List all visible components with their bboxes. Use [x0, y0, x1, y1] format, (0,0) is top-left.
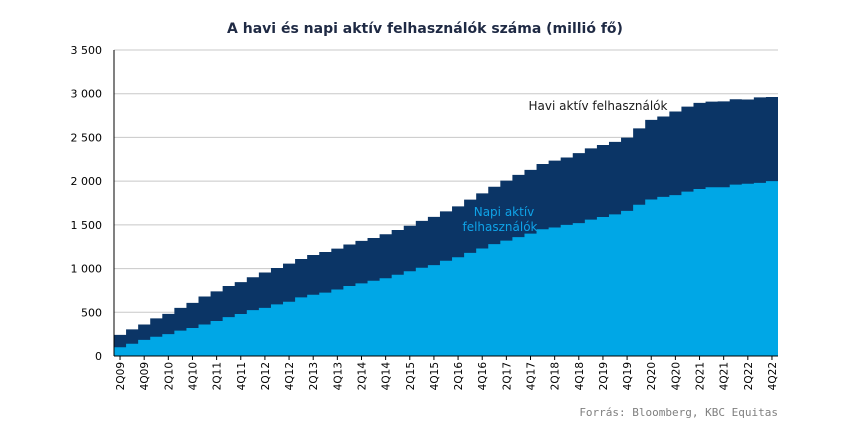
x-tick-label: 4Q17	[526, 362, 538, 390]
dau-area	[114, 181, 778, 356]
x-tick-label: 2Q16	[453, 362, 465, 391]
x-tick-label: 4Q18	[574, 362, 586, 390]
x-tick-label: 4Q20	[670, 362, 682, 390]
y-tick-label: 2 000	[71, 175, 103, 188]
chart-title: A havi és napi aktív felhasználók száma …	[227, 21, 623, 37]
y-axis-ticks: 0 500 1 000 1 500 2 000 2 500 3 000 3 500	[71, 44, 103, 363]
y-tick-label: 500	[81, 306, 102, 319]
y-tick-label: 1 500	[71, 219, 103, 232]
x-tick-label: 4Q13	[332, 362, 344, 390]
mau-series-label: Havi aktív felhasználók	[529, 99, 668, 113]
x-tick-label: 4Q16	[477, 362, 489, 391]
x-tick-label: 2Q10	[163, 362, 175, 390]
y-tick-label: 1 000	[71, 263, 103, 276]
x-tick-label: 4Q11	[236, 362, 248, 390]
x-tick-label: 2Q13	[308, 362, 320, 390]
x-tick-label: 2Q17	[501, 362, 513, 390]
x-tick-label: 2Q21	[695, 362, 707, 390]
x-tick-label: 2Q15	[405, 362, 417, 390]
x-tick-label: 4Q19	[622, 362, 634, 390]
dau-series-label-line1: Napi aktív	[474, 205, 535, 219]
x-tick-label: 2Q19	[598, 362, 610, 390]
x-tick-label: 2Q22	[743, 362, 755, 390]
y-tick-label: 2 500	[71, 131, 103, 144]
x-tick-label: 2Q14	[356, 362, 368, 391]
x-tick-label: 4Q09	[139, 362, 151, 390]
x-tick-label: 2Q11	[212, 362, 224, 390]
x-axis-ticks: 2Q09 4Q09 2Q10 4Q10 2Q11 4Q11 2Q12 4Q12 2Q13 4Q13…	[115, 356, 779, 390]
y-tick-label: 3 500	[71, 44, 103, 57]
x-tick-label: 4Q10	[187, 362, 199, 390]
x-tick-label: 4Q14	[381, 362, 393, 391]
x-tick-label: 4Q12	[284, 362, 296, 390]
x-tick-label: 4Q15	[429, 362, 441, 390]
x-tick-label: 2Q09	[115, 362, 127, 390]
x-tick-label: 4Q22	[767, 362, 779, 390]
y-tick-label: 3 000	[71, 88, 103, 101]
x-tick-label: 2Q12	[260, 362, 272, 390]
y-tick-label: 0	[95, 350, 102, 363]
source-note: Forrás: Bloomberg, KBC Equitas	[579, 406, 778, 419]
x-tick-label: 4Q21	[719, 362, 731, 390]
dau-series-label-line2: felhasználók	[462, 220, 537, 234]
x-tick-label: 2Q18	[550, 362, 562, 390]
x-tick-label: 2Q20	[646, 362, 658, 390]
